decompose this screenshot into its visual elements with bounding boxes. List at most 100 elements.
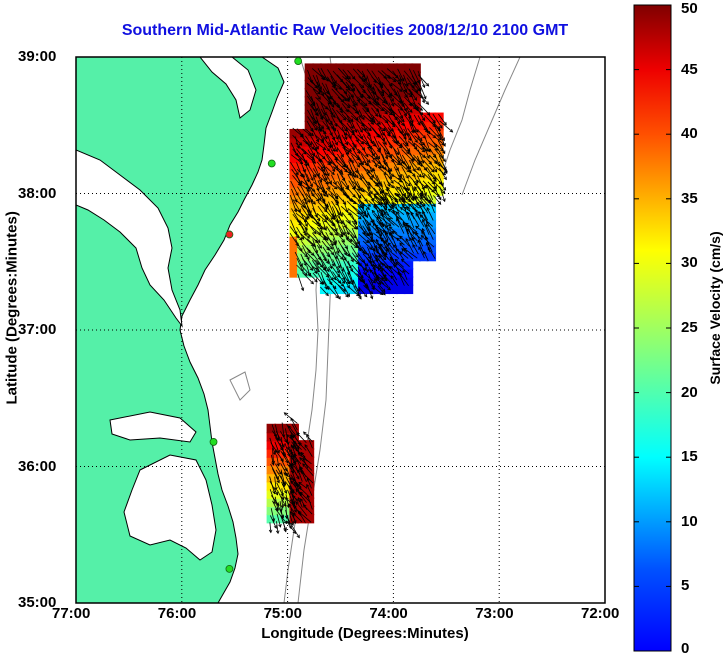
velocity-arrow bbox=[328, 181, 338, 190]
colorbar-tick-label: 25 bbox=[681, 319, 698, 336]
velocity-cell bbox=[358, 186, 368, 196]
velocity-cell bbox=[350, 243, 360, 254]
delaware-bay bbox=[199, 57, 257, 119]
velocity-arrow bbox=[403, 123, 409, 136]
velocity-arrowhead bbox=[348, 170, 352, 174]
velocity-arrowhead bbox=[331, 168, 336, 172]
velocity-arrowhead bbox=[315, 266, 319, 271]
velocity-arrow bbox=[385, 192, 394, 201]
velocity-cell bbox=[281, 440, 292, 450]
velocity-arrow bbox=[292, 199, 301, 212]
velocity-cell bbox=[411, 128, 421, 139]
velocity-arrow bbox=[421, 120, 431, 135]
velocity-arrowhead bbox=[343, 97, 347, 102]
velocity-arrow bbox=[300, 213, 308, 227]
velocity-arrow bbox=[316, 264, 330, 278]
velocity-cell bbox=[274, 472, 284, 483]
x-tick-label: 75:00 bbox=[263, 605, 302, 622]
colorbar-tick-label: 20 bbox=[681, 383, 698, 401]
velocity-arrowhead bbox=[388, 168, 393, 172]
velocity-arrow bbox=[386, 186, 398, 202]
velocity-arrowhead bbox=[340, 256, 344, 260]
velocity-arrow bbox=[281, 422, 285, 438]
velocity-cell bbox=[426, 120, 437, 131]
velocity-cell bbox=[342, 259, 353, 270]
velocity-arrowhead bbox=[315, 138, 320, 143]
velocity-arrow bbox=[307, 259, 318, 274]
velocity-arrowhead bbox=[272, 500, 277, 505]
velocity-arrowhead bbox=[440, 182, 444, 187]
velocity-arrow bbox=[368, 266, 378, 281]
velocity-arrow bbox=[298, 482, 308, 489]
velocity-arrowhead bbox=[365, 153, 369, 158]
velocity-arrow bbox=[353, 286, 362, 300]
velocity-cell bbox=[373, 235, 383, 245]
velocity-cell bbox=[312, 259, 322, 270]
velocity-arrow bbox=[399, 242, 408, 253]
velocity-arrowhead bbox=[418, 87, 422, 92]
velocity-arrow bbox=[377, 89, 388, 105]
velocity-cell bbox=[289, 128, 299, 139]
velocity-arrow bbox=[401, 258, 410, 268]
velocity-arrowhead bbox=[368, 101, 372, 105]
velocity-cell bbox=[373, 186, 383, 196]
velocity-arrowhead bbox=[338, 280, 342, 285]
velocity-arrow bbox=[332, 238, 340, 254]
velocity-arrowhead bbox=[358, 114, 362, 119]
velocity-arrowhead bbox=[290, 434, 295, 439]
velocity-cell bbox=[373, 96, 383, 106]
velocity-arrow bbox=[397, 122, 407, 136]
velocity-cell bbox=[289, 448, 299, 458]
velocity-arrowhead bbox=[356, 241, 361, 246]
velocity-arrow bbox=[367, 239, 376, 252]
velocity-arrowhead bbox=[331, 136, 336, 141]
velocity-arrowhead bbox=[314, 108, 318, 112]
velocity-arrowhead bbox=[418, 160, 422, 165]
velocity-arrow bbox=[312, 88, 321, 100]
velocity-arrowhead bbox=[441, 190, 446, 194]
velocity-arrowhead bbox=[371, 209, 376, 214]
velocity-cell bbox=[342, 284, 353, 295]
velocity-arrow bbox=[279, 501, 282, 512]
velocity-arrowhead bbox=[324, 286, 328, 290]
velocity-arrow bbox=[289, 430, 301, 445]
velocity-arrow bbox=[289, 226, 299, 239]
velocity-arrowhead bbox=[346, 293, 350, 298]
velocity-arrowhead bbox=[405, 238, 409, 242]
velocity-arrow bbox=[327, 285, 339, 299]
velocity-arrow bbox=[382, 141, 393, 158]
velocity-arrow bbox=[361, 93, 372, 105]
velocity-arrowhead bbox=[417, 122, 421, 126]
velocity-arrowhead bbox=[427, 200, 431, 204]
station-marker bbox=[267, 159, 276, 168]
velocity-arrowhead bbox=[347, 220, 351, 224]
velocity-cell bbox=[304, 104, 315, 114]
velocity-arrowhead bbox=[300, 133, 304, 138]
velocity-cell bbox=[304, 243, 315, 254]
velocity-arrow bbox=[312, 174, 320, 191]
velocity-arrow bbox=[415, 225, 425, 233]
velocity-arrowhead bbox=[423, 95, 427, 100]
velocity-arrowhead bbox=[353, 144, 357, 148]
velocity-field bbox=[266, 63, 454, 539]
velocity-cell bbox=[358, 63, 368, 73]
velocity-arrowhead bbox=[399, 130, 403, 135]
velocity-arrowhead bbox=[332, 82, 337, 87]
velocity-arrow bbox=[316, 161, 326, 172]
velocity-arrow bbox=[402, 222, 410, 235]
velocity-arrowhead bbox=[326, 253, 330, 258]
velocity-cell bbox=[434, 161, 444, 172]
colorbar-tick-label: 30 bbox=[681, 254, 698, 272]
velocity-arrow bbox=[285, 455, 292, 468]
velocity-arrowhead bbox=[295, 234, 300, 239]
velocity-arrowhead bbox=[411, 157, 415, 162]
velocity-arrow bbox=[388, 115, 395, 125]
velocity-arrow bbox=[350, 115, 365, 127]
velocity-arrow bbox=[325, 240, 333, 250]
velocity-arrowhead bbox=[412, 168, 416, 173]
velocity-arrow bbox=[306, 265, 311, 277]
velocity-arrowhead bbox=[360, 140, 365, 145]
velocity-arrowhead bbox=[303, 197, 307, 202]
velocity-arrowhead bbox=[364, 214, 368, 219]
